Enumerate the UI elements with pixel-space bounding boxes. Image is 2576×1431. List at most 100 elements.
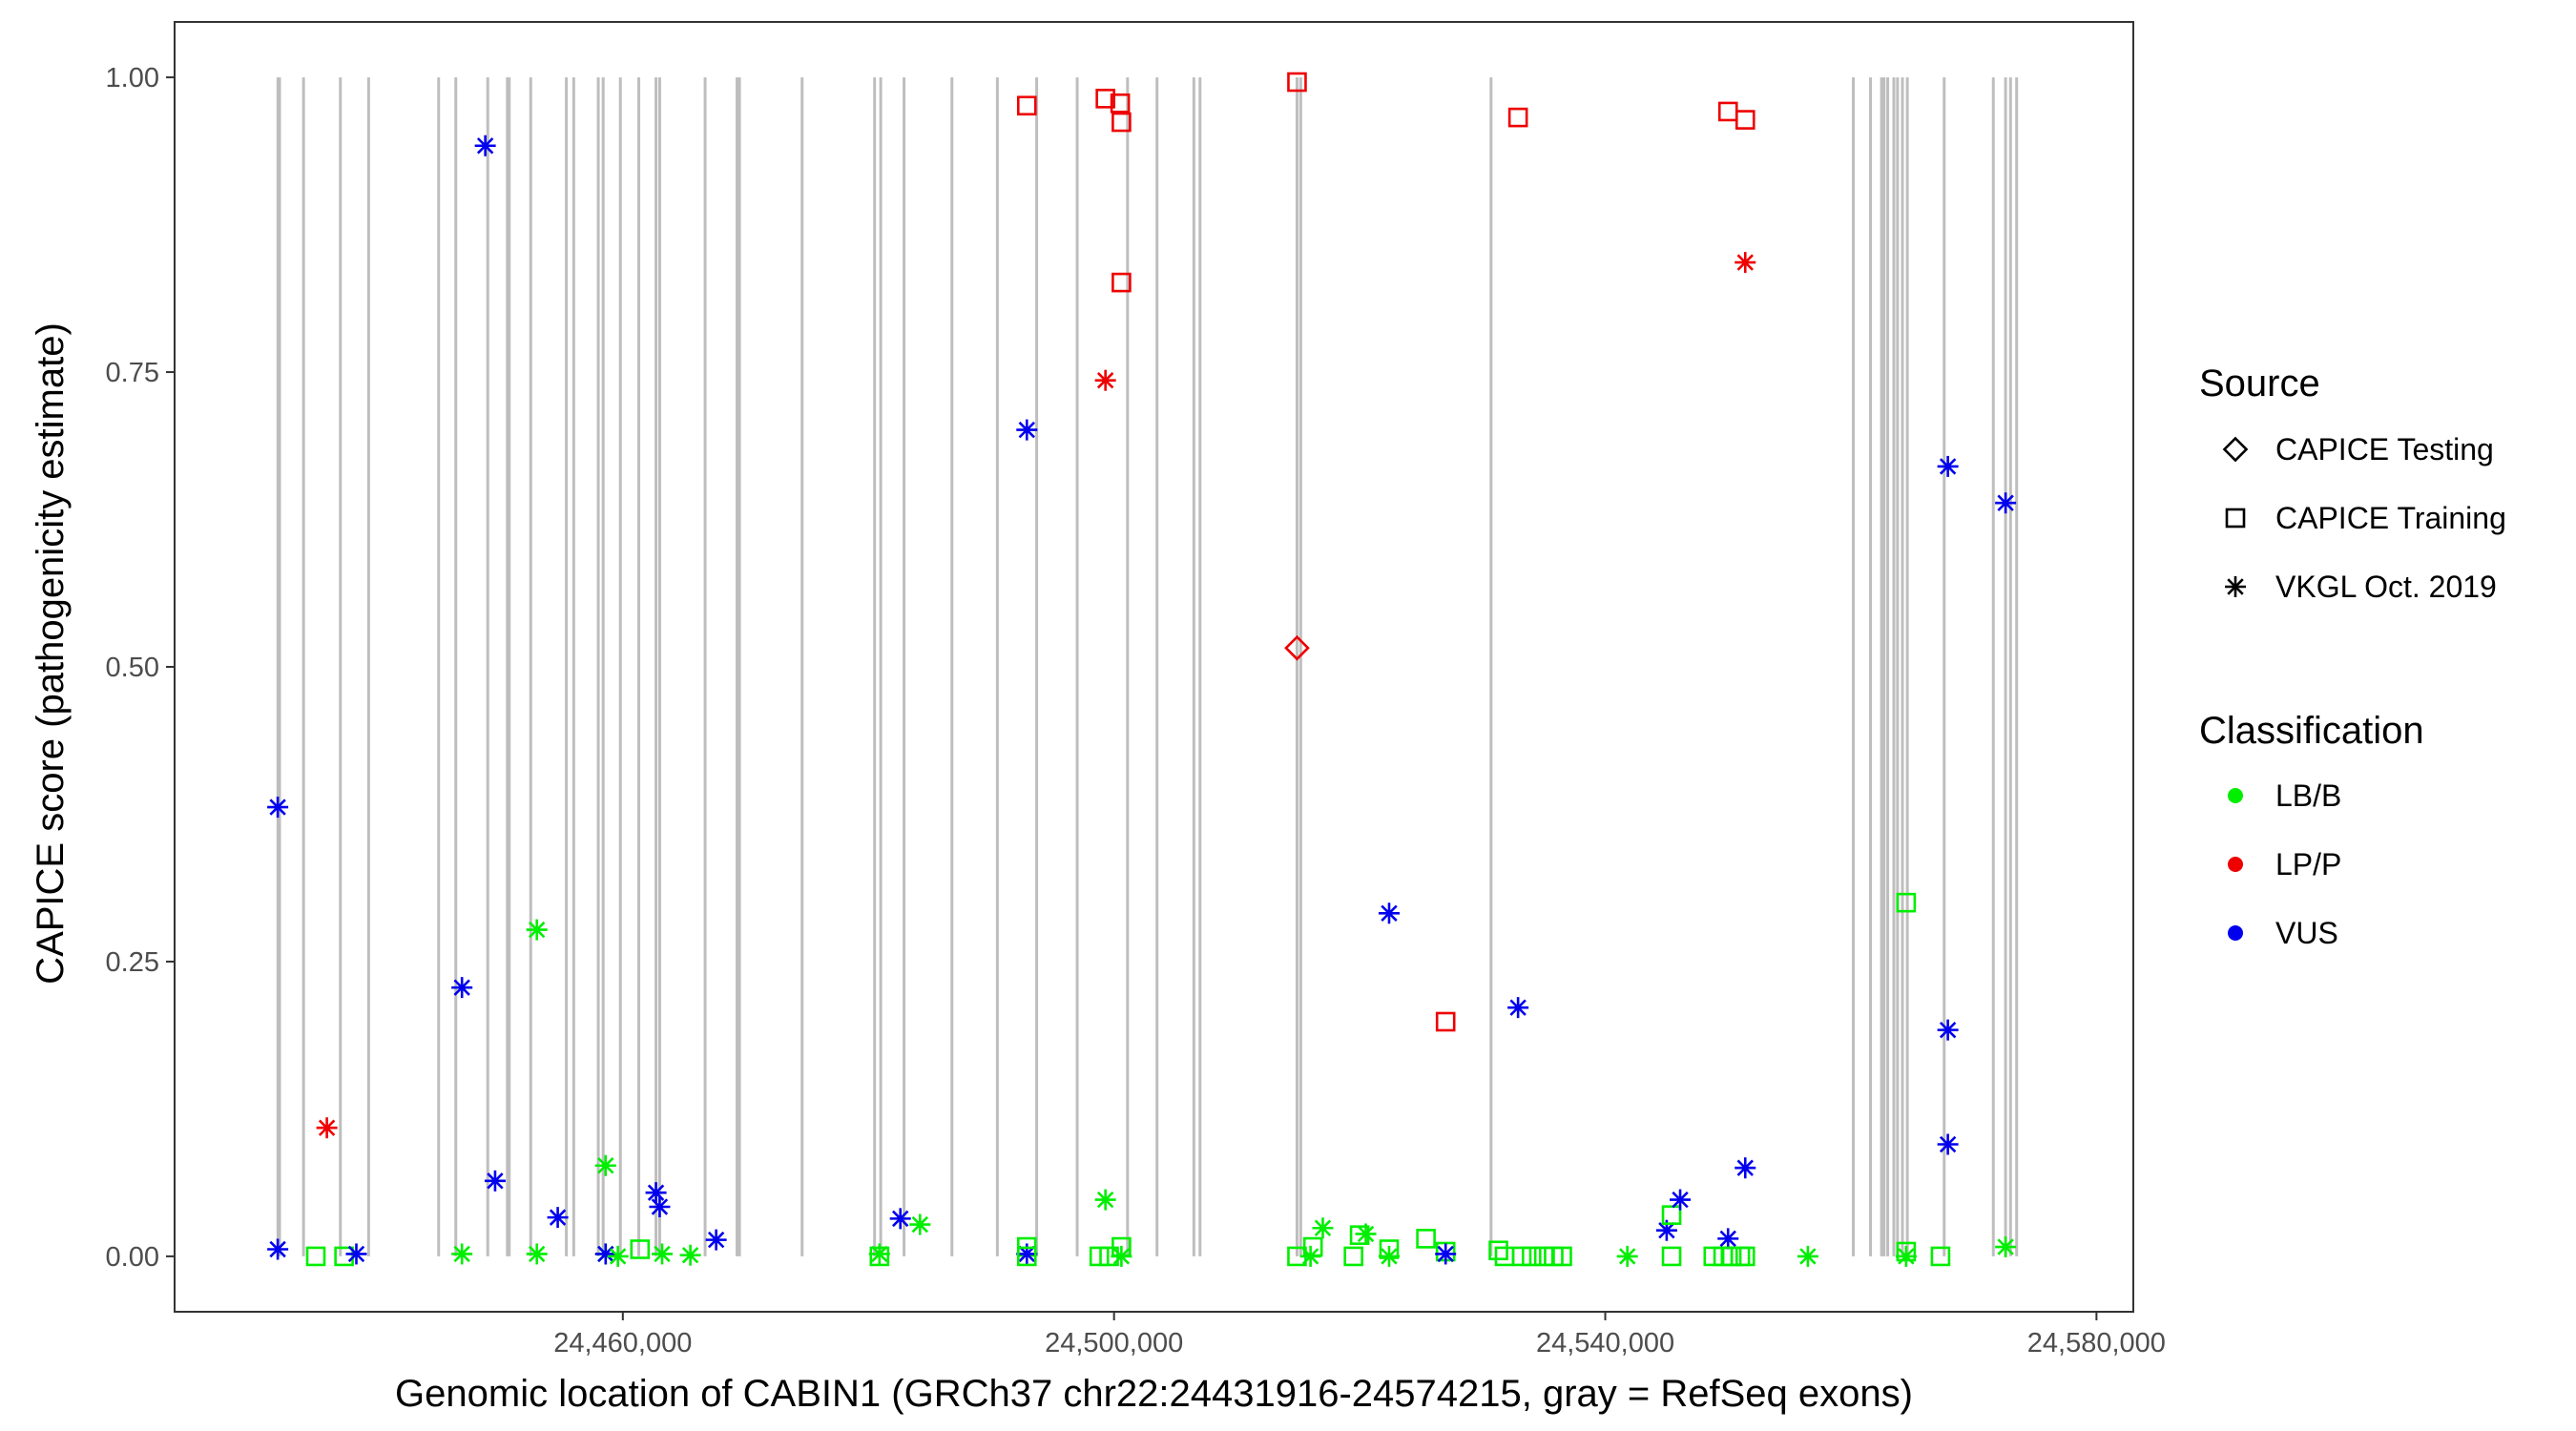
data-point <box>1416 1229 1436 1249</box>
marker-asterisk-stroke <box>1736 1159 1754 1176</box>
legend-source-key <box>2225 576 2246 597</box>
marker-asterisk-stroke <box>347 1245 365 1263</box>
y-tick-label: 0.50 <box>106 653 159 683</box>
data-point <box>1488 1240 1508 1261</box>
marker-asterisk-stroke <box>871 1245 888 1263</box>
marker-asterisk-stroke <box>529 1245 546 1263</box>
data-point <box>1507 997 1529 1019</box>
y-tick-label: 0.75 <box>106 358 159 388</box>
marker-asterisk-stroke <box>1939 1021 1957 1039</box>
data-point <box>484 1170 506 1192</box>
data-point <box>1378 902 1400 924</box>
marker-diamond <box>2222 436 2249 463</box>
marker-square <box>1435 1011 1456 1032</box>
marker-asterisk-stroke <box>453 1245 470 1263</box>
marker-asterisk-stroke <box>529 921 546 939</box>
x-axis-title: Genomic location of CABIN1 (GRCh37 chr22… <box>395 1373 1913 1415</box>
marker-asterisk-stroke <box>1736 254 1754 271</box>
marker-asterisk-stroke <box>1997 1238 2014 1255</box>
data-point <box>267 1238 289 1260</box>
marker-square <box>305 1246 326 1267</box>
marker-asterisk-stroke <box>269 798 286 816</box>
marker-asterisk-stroke <box>651 1198 669 1215</box>
marker-square <box>1095 89 1115 109</box>
data-point <box>1937 455 1959 477</box>
data-point <box>1896 892 1917 913</box>
data-point <box>526 919 548 941</box>
data-point <box>1521 1246 1542 1267</box>
data-point <box>1655 1219 1677 1241</box>
data-point <box>526 1243 548 1265</box>
marker-asterisk-stroke <box>1719 1230 1736 1248</box>
marker-asterisk-stroke <box>318 1119 336 1136</box>
data-point <box>1507 107 1528 128</box>
data-point <box>547 1207 569 1229</box>
marker-asterisk-stroke <box>1096 1191 1114 1209</box>
marker-square <box>1488 1240 1508 1261</box>
data-point <box>1670 1189 1692 1211</box>
marker-square <box>1735 110 1755 130</box>
marker-asterisk-stroke <box>1314 1219 1332 1236</box>
data-point <box>1016 95 1037 116</box>
data-point <box>1435 1011 1456 1032</box>
marker-asterisk-stroke <box>609 1248 627 1265</box>
data-point <box>889 1208 911 1230</box>
marker-asterisk-stroke <box>1357 1225 1375 1243</box>
legend-classification-label: LP/P <box>2275 847 2341 881</box>
legend-classification-key <box>2228 925 2243 941</box>
data-point <box>1735 252 1756 274</box>
marker-asterisk-stroke <box>1096 371 1114 389</box>
exon-lines <box>276 77 2019 1256</box>
legend-source-label: CAPICE Testing <box>2275 432 2494 467</box>
legend-classification-key <box>2228 788 2243 803</box>
data-point <box>1343 1246 1363 1267</box>
data-point <box>1110 93 1131 114</box>
marker-square <box>2225 508 2246 529</box>
legend-source-title: Source <box>2199 363 2320 404</box>
data-point <box>1312 1217 1334 1239</box>
data-point <box>1995 492 2017 514</box>
marker-dot <box>2228 788 2243 803</box>
data-point <box>1937 1019 1959 1041</box>
y-tick-label: 0.25 <box>106 947 159 978</box>
marker-asterisk-stroke <box>1437 1245 1454 1263</box>
data-point <box>1094 1189 1116 1211</box>
data-point <box>1111 1245 1132 1267</box>
x-tick-label: 24,460,000 <box>553 1328 692 1358</box>
data-point <box>869 1246 890 1267</box>
y-tick-label: 1.00 <box>106 63 159 93</box>
marker-asterisk-stroke <box>549 1209 567 1226</box>
legend-classification-label: LB/B <box>2275 778 2341 813</box>
marker-square <box>1507 107 1528 128</box>
data-point <box>645 1182 667 1204</box>
data-point <box>1095 89 1115 109</box>
marker-square <box>1302 1236 1323 1257</box>
marker-square <box>1016 95 1037 116</box>
marker-square <box>869 1246 890 1267</box>
marker-square <box>1016 1246 1037 1267</box>
marker-asterisk-stroke <box>487 1172 504 1190</box>
data-point <box>607 1245 629 1267</box>
marker-asterisk-stroke <box>654 1245 671 1263</box>
data-point <box>1735 1157 1756 1179</box>
y-axis-title: CAPICE score (pathogenicity estimate) <box>30 322 72 985</box>
data-point <box>1937 1133 1959 1155</box>
marker-square <box>1896 892 1917 913</box>
data-point <box>679 1244 701 1266</box>
data-point <box>594 1154 616 1176</box>
data-point <box>649 1196 671 1218</box>
marker-asterisk-stroke <box>911 1215 928 1234</box>
data-point <box>1661 1205 1682 1225</box>
x-tick-label: 24,500,000 <box>1045 1328 1183 1358</box>
marker-square <box>1930 1246 1951 1267</box>
data-point <box>305 1246 326 1267</box>
legend-classification-key <box>2228 857 2243 872</box>
data-point <box>1111 112 1132 133</box>
data-point <box>474 135 496 156</box>
marker-asterisk-stroke <box>269 1240 286 1258</box>
legend-source: Source CAPICE Testing CAPICE Training VKGL… <box>2199 363 2506 604</box>
marker-asterisk-stroke <box>1381 1248 1398 1265</box>
